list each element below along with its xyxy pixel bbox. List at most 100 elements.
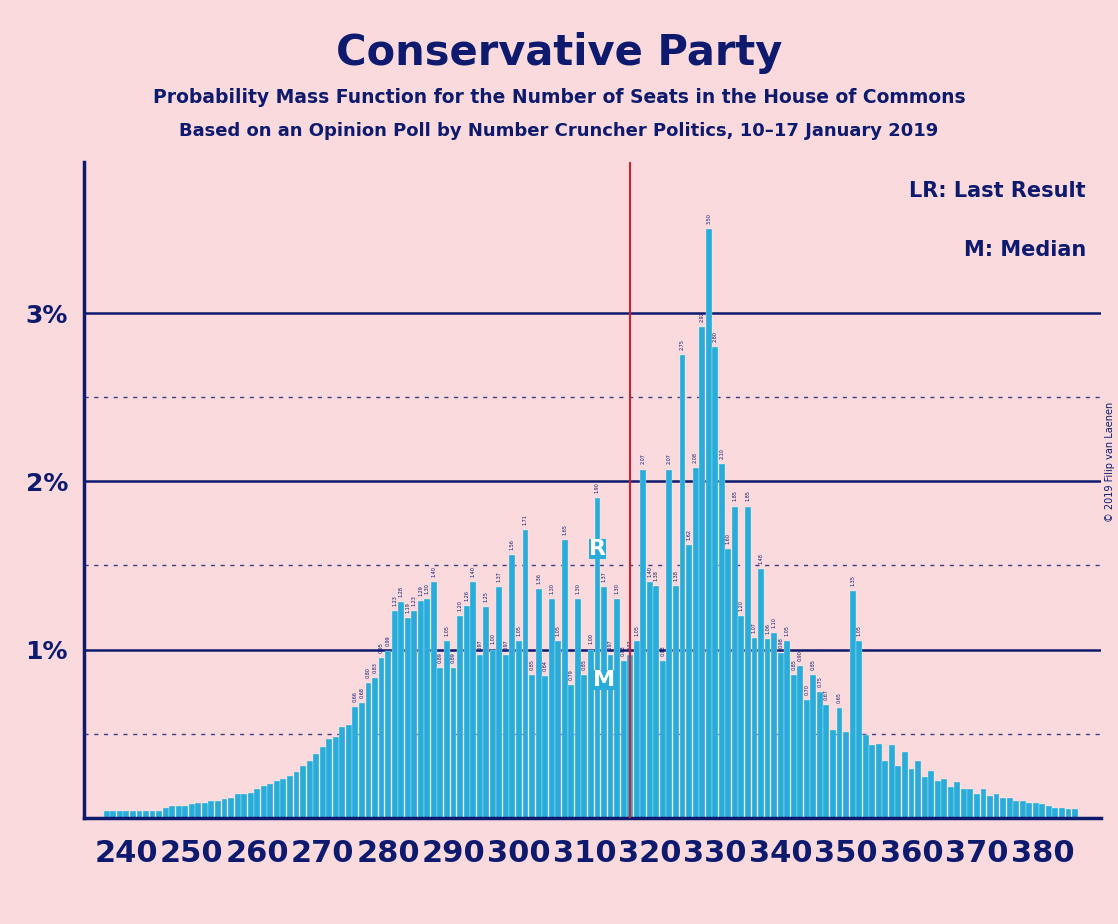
Bar [896,766,901,818]
Bar [437,668,444,818]
Bar [1052,808,1059,818]
Bar [483,607,490,818]
Bar [385,651,391,818]
Text: 2.92: 2.92 [700,310,704,322]
Bar [843,732,849,818]
Bar [1072,809,1078,818]
Bar [503,654,509,818]
Text: 0.97: 0.97 [608,638,613,650]
Bar [196,803,201,818]
Text: 1.48: 1.48 [758,553,764,564]
Bar [928,771,934,818]
Bar [607,654,614,818]
Bar [451,668,456,818]
Bar [601,588,607,818]
Text: 1.05: 1.05 [856,626,862,636]
Bar [274,781,280,818]
Text: 2.07: 2.07 [641,454,646,465]
Bar [517,641,522,818]
Text: 1.85: 1.85 [746,491,750,502]
Bar [732,506,738,818]
Bar [641,469,646,818]
Bar [870,746,875,818]
Text: 1.37: 1.37 [601,571,606,582]
Bar [745,506,751,818]
Bar [549,599,555,818]
Bar [627,654,633,818]
Text: 0.67: 0.67 [824,689,828,700]
Bar [241,795,247,818]
Text: 1.29: 1.29 [418,585,424,596]
Text: 1.19: 1.19 [405,602,410,613]
Bar [647,582,653,818]
Bar [157,811,162,818]
Bar [705,229,712,818]
Text: Based on an Opinion Poll by Number Cruncher Politics, 10–17 January 2019: Based on an Opinion Poll by Number Crunc… [179,122,939,140]
Bar [921,777,928,818]
Bar [693,468,699,818]
Bar [856,641,862,818]
Bar [955,783,960,818]
Bar [352,707,358,818]
Bar [476,654,483,818]
Bar [994,795,999,818]
Bar [935,781,940,818]
Bar [254,789,260,818]
Bar [1026,803,1032,818]
Text: 1.71: 1.71 [523,514,528,525]
Bar [967,789,974,818]
Bar [686,545,692,818]
Text: 0.89: 0.89 [451,652,456,663]
Bar [176,806,181,818]
Text: 1.23: 1.23 [411,595,417,606]
Bar [771,633,777,818]
Bar [522,530,529,818]
Bar [391,611,398,818]
Bar [575,599,580,818]
Bar [673,586,679,818]
Bar [340,727,345,818]
Text: 0.99: 0.99 [386,636,390,646]
Bar [1020,801,1025,818]
Bar [987,796,993,818]
Text: 2.75: 2.75 [680,339,685,350]
Bar [267,784,273,818]
Bar [960,789,967,818]
Bar [294,772,300,818]
Bar [863,736,869,818]
Bar [902,752,908,818]
Text: 0.95: 0.95 [379,642,385,653]
Text: 0.85: 0.85 [811,659,816,670]
Bar [510,555,515,818]
Bar [228,797,234,818]
Text: 0.85: 0.85 [792,659,796,670]
Bar [464,606,470,818]
Bar [398,602,404,818]
Text: Conservative Party: Conservative Party [335,32,783,74]
Text: M: M [593,670,615,689]
Text: 2.10: 2.10 [719,448,724,459]
Bar [150,811,155,818]
Text: 1.38: 1.38 [654,570,659,580]
Bar [1046,806,1052,818]
Text: 2.80: 2.80 [712,331,718,342]
Bar [202,803,208,818]
Bar [104,811,110,818]
Bar [948,787,954,818]
Bar [248,793,254,818]
Text: 2.08: 2.08 [693,452,698,463]
Bar [804,700,809,818]
Bar [680,355,685,818]
Bar [778,653,784,818]
Text: M: Median: M: Median [964,240,1086,261]
Text: 1.40: 1.40 [432,566,436,578]
Bar [719,465,724,818]
Bar [980,789,986,818]
Bar [634,641,639,818]
Bar [221,799,227,818]
Bar [758,569,764,818]
Text: 3.50: 3.50 [707,213,711,224]
Text: 1.30: 1.30 [615,583,619,594]
Bar [542,676,548,818]
Bar [471,582,476,818]
